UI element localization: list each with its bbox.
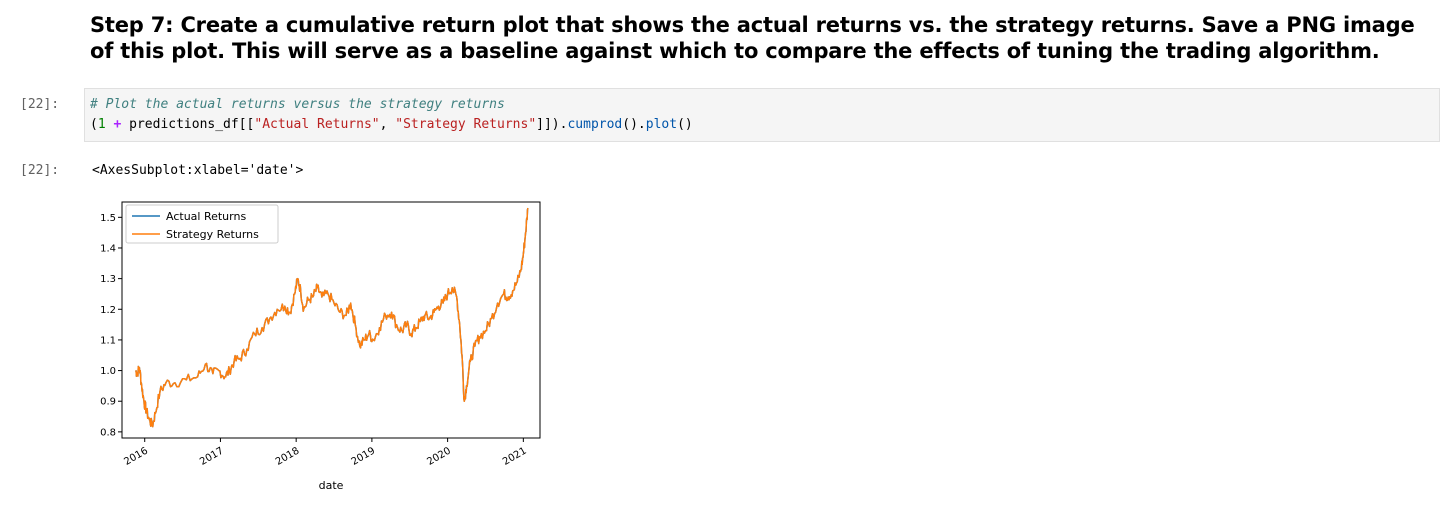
code-string-strategy: "Strategy Returns" [395, 117, 537, 132]
x-axis-label: date [319, 479, 344, 492]
y-tick-label: 1.3 [100, 274, 116, 285]
x-tick-label: 2020 [425, 446, 453, 468]
code-cumprod: cumprod [567, 117, 623, 132]
output-text: <AxesSubplot:xlabel='date'> [92, 163, 304, 178]
legend-label: Strategy Returns [166, 228, 259, 241]
plot-frame [121, 201, 541, 439]
output-prompt: [22]: [20, 163, 60, 178]
x-tick-label: 2018 [274, 446, 302, 468]
code-comma: , [379, 117, 396, 132]
code-string-actual: "Actual Returns" [254, 117, 380, 132]
code-cell[interactable]: # Plot the actual returns versus the str… [84, 88, 1440, 142]
y-tick-label: 0.8 [100, 427, 116, 438]
code-end: () [677, 117, 693, 132]
code-plot: plot [645, 117, 678, 132]
input-prompt: [22]: [20, 97, 60, 112]
code-open-paren: ( [90, 117, 98, 132]
code-dataframe: predictions_df[[ [129, 117, 255, 132]
y-tick-label: 1.5 [100, 213, 116, 224]
x-tick-label: 2019 [350, 446, 378, 468]
y-tick-label: 1.4 [100, 243, 116, 254]
code-comment: # Plot the actual returns versus the str… [90, 97, 505, 112]
y-tick-label: 1.1 [100, 335, 116, 346]
code-number: 1 [97, 117, 106, 132]
x-tick-label: 2021 [501, 446, 529, 468]
y-tick-label: 1.2 [100, 305, 116, 316]
legend-box [125, 204, 279, 244]
plot-output: 0.8 0.9 1.0 1.1 1.2 1.3 1.4 1.5 2016 2017 2018 2019… [84, 190, 554, 500]
x-tick-label: 2016 [122, 446, 150, 468]
markdown-heading: Step 7: Create a cumulative return plot … [90, 13, 1415, 63]
code-mid: (). [622, 117, 646, 132]
x-tick-label: 2017 [198, 446, 226, 468]
legend-label: Actual Returns [166, 210, 246, 223]
code-line-comment: # Plot the actual returns versus the str… [90, 97, 505, 112]
code-operator: + [113, 117, 122, 132]
series-line-strategy-returns [134, 207, 529, 428]
code-df-close: ]]). [536, 117, 568, 132]
y-tick-label: 1.0 [100, 366, 116, 377]
y-tick-label: 0.9 [100, 397, 116, 408]
cumulative-return-chart: 0.8 0.9 1.0 1.1 1.2 1.3 1.4 1.5 2016 2017 2018 2019… [100, 201, 541, 492]
code-line-expression: (1 + predictions_df[["Actual Returns", "… [90, 117, 693, 132]
